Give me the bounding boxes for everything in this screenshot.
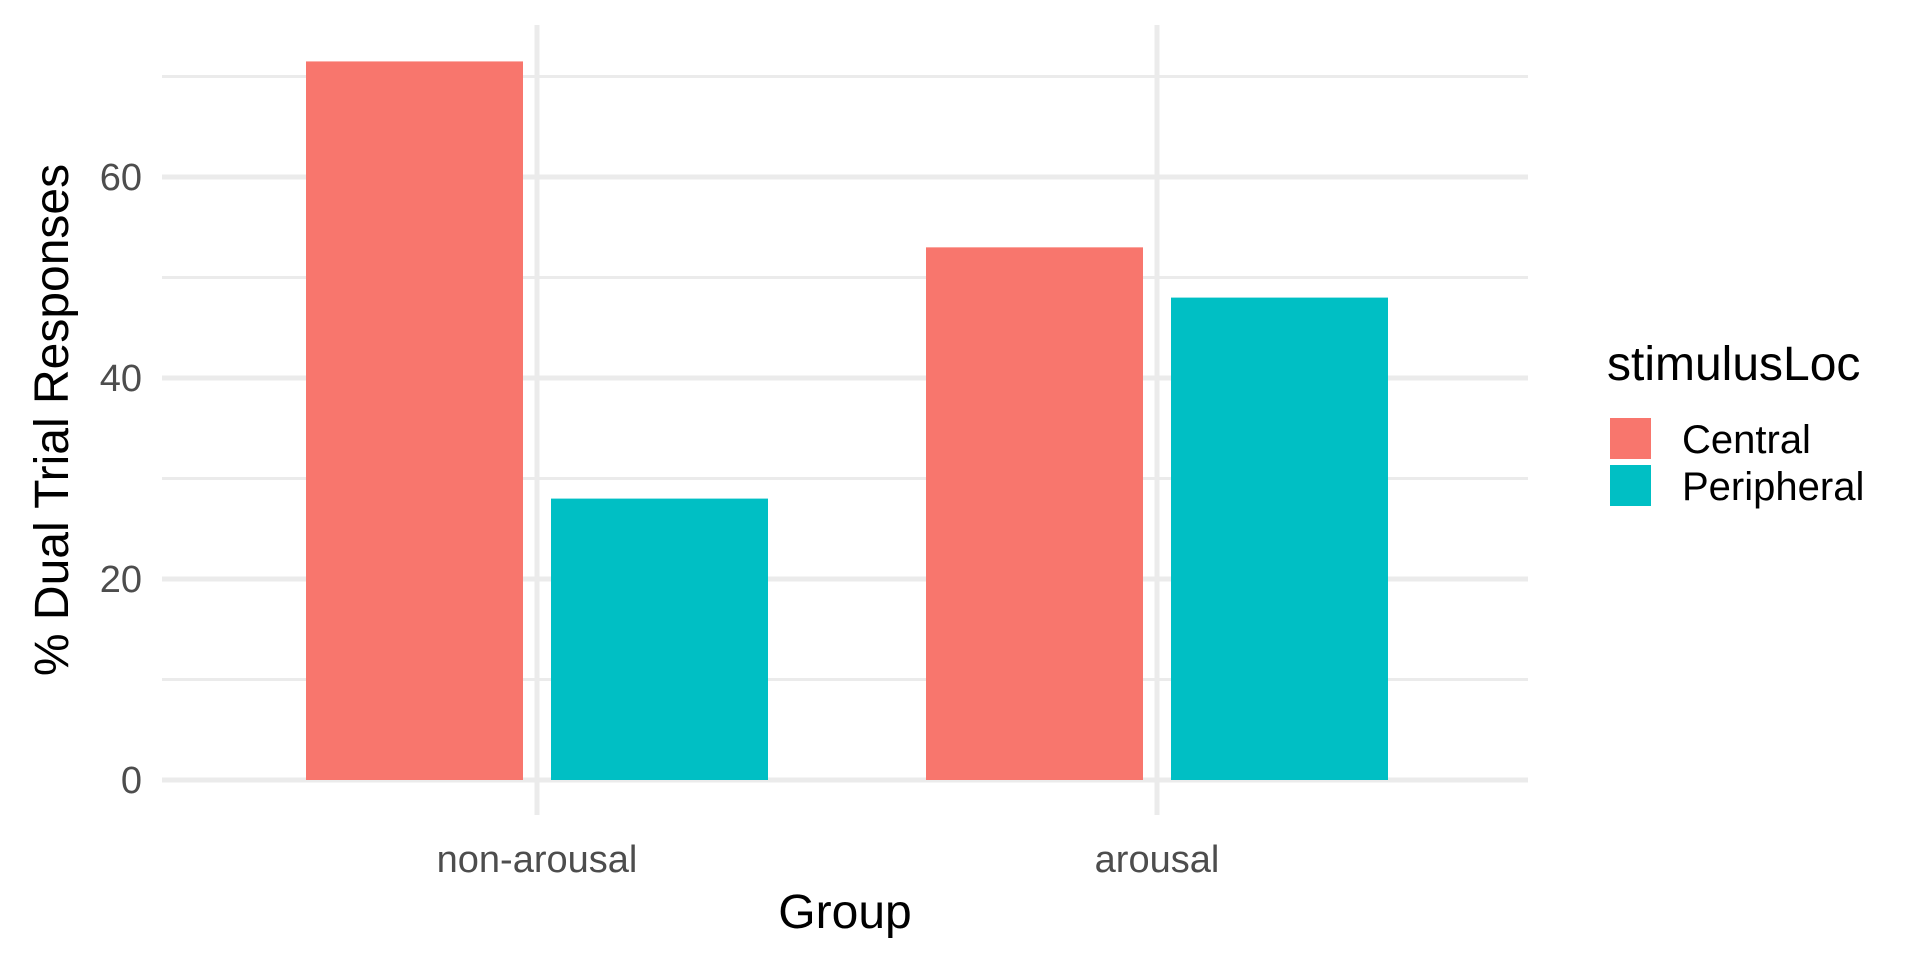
legend-key-central	[1610, 418, 1651, 459]
legend-key-peripheral	[1610, 465, 1651, 506]
legend: stimulusLoc Central Peripheral	[1607, 338, 1864, 509]
y-tick-label: 40	[100, 358, 142, 400]
legend-title: stimulusLoc	[1607, 338, 1860, 391]
x-tick-label: non-arousal	[437, 839, 638, 881]
y-axis-title: % Dual Trial Responses	[26, 164, 79, 676]
legend-label-peripheral: Peripheral	[1682, 465, 1864, 509]
bar-peripheral-non-arousal	[551, 498, 768, 780]
y-tick-label: 60	[100, 157, 142, 199]
y-tick-label: 0	[121, 760, 142, 802]
legend-label-central: Central	[1682, 418, 1811, 462]
x-tick-label: arousal	[1095, 839, 1220, 881]
x-axis-title: Group	[778, 886, 911, 939]
y-tick-label: 20	[100, 559, 142, 601]
bar-central-arousal	[926, 247, 1143, 781]
bar-layer	[306, 61, 1388, 781]
bar-central-non-arousal	[306, 61, 523, 781]
axis-layer: 0 20 40 60 non-arousal arousal	[100, 157, 1220, 881]
bar-peripheral-arousal	[1171, 297, 1388, 780]
